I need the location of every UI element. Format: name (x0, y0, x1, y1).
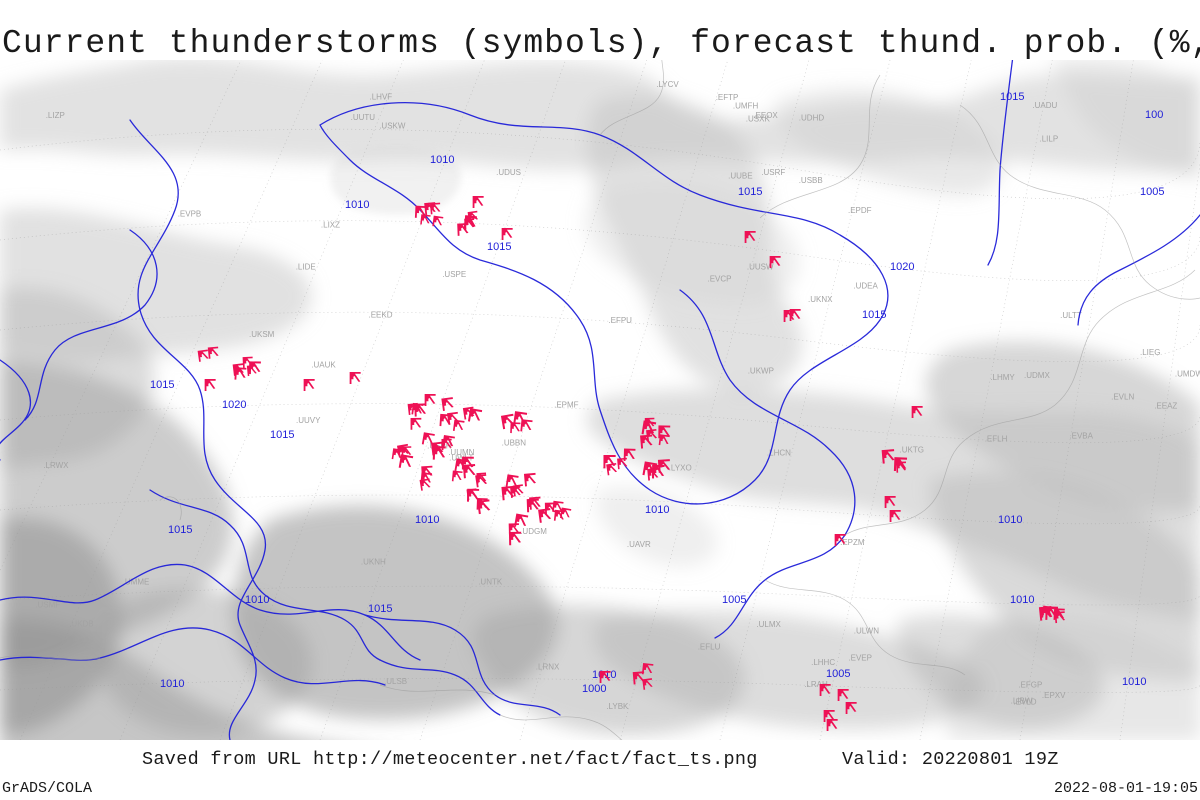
svg-text:.UDHD: .UDHD (799, 113, 825, 122)
svg-text:.UKWP: .UKWP (748, 367, 774, 376)
svg-text:.ULWN: .ULWN (854, 627, 879, 636)
svg-text:.EFPU: .EFPU (608, 316, 632, 325)
svg-text:.LRNX: .LRNX (536, 662, 560, 671)
svg-text:1010: 1010 (160, 678, 184, 690)
svg-text:1015: 1015 (168, 524, 192, 536)
svg-text:.EFLU: .EFLU (698, 643, 721, 652)
svg-text:.USRF: .USRF (761, 168, 785, 177)
svg-text:.LIBW: .LIBW (1011, 697, 1033, 706)
svg-text:.UUTU: .UUTU (351, 113, 376, 122)
svg-text:100: 100 (1145, 109, 1163, 121)
svg-text:1015: 1015 (862, 309, 886, 321)
svg-text:1015: 1015 (368, 603, 392, 615)
svg-text:.USPE: .USPE (442, 270, 466, 279)
svg-text:1010: 1010 (345, 199, 369, 211)
svg-text:.LHMY: .LHMY (990, 373, 1015, 382)
svg-text:1015: 1015 (1000, 91, 1024, 103)
svg-text:.ULMX: .ULMX (756, 620, 781, 629)
svg-text:.UKDB: .UKDB (69, 620, 93, 629)
svg-text:.LYCV: .LYCV (656, 80, 679, 89)
svg-text:1015: 1015 (738, 186, 762, 198)
svg-text:.EEAZ: .EEAZ (1154, 401, 1177, 410)
svg-text:.EVPB: .EVPB (178, 210, 202, 219)
svg-text:1010: 1010 (245, 594, 269, 606)
svg-text:.LHVF: .LHVF (370, 93, 393, 102)
svg-text:.EPDF: .EPDF (848, 206, 872, 215)
svg-text:.EPXV: .EPXV (1042, 691, 1066, 700)
svg-text:1010: 1010 (1010, 594, 1034, 606)
svg-text:.UKTG: .UKTG (900, 445, 924, 454)
svg-text:.LYBK: .LYBK (606, 702, 629, 711)
svg-text:.UUBE: .UUBE (728, 171, 752, 180)
svg-text:.LHHC: .LHHC (811, 658, 835, 667)
svg-text:.UDMX: .UDMX (1024, 371, 1050, 380)
svg-text:.LILP: .LILP (1040, 134, 1059, 143)
svg-text:.UMDW: .UMDW (1175, 369, 1200, 378)
svg-text:.LYXO: .LYXO (669, 464, 692, 473)
svg-text:.EFTP: .EFTP (716, 93, 739, 102)
svg-text:1015: 1015 (270, 429, 294, 441)
svg-text:.UMME: .UMME (123, 577, 150, 586)
svg-text:1010: 1010 (998, 514, 1022, 526)
svg-text:1020: 1020 (890, 261, 914, 273)
svg-text:1005: 1005 (826, 668, 850, 680)
svg-text:.USMF: .USMF (35, 601, 60, 610)
svg-text:1005: 1005 (1140, 186, 1164, 198)
svg-text:.UDUS: .UDUS (496, 168, 521, 177)
svg-text:.USBB: .USBB (799, 176, 823, 185)
svg-text:.LIZP: .LIZP (46, 111, 65, 120)
svg-text:1015: 1015 (487, 241, 511, 253)
svg-text:.LRWX: .LRWX (43, 461, 69, 470)
svg-text:.EVBA: .EVBA (1069, 432, 1093, 441)
svg-text:.UKNH: .UKNH (361, 557, 386, 566)
svg-text:.UDGM: .UDGM (520, 527, 547, 536)
svg-text:1010: 1010 (645, 504, 669, 516)
svg-text:.UUMN: .UUMN (448, 448, 474, 457)
svg-text:1010: 1010 (430, 154, 454, 166)
svg-text:.EVCP: .EVCP (708, 275, 732, 284)
svg-text:1010: 1010 (415, 514, 439, 526)
svg-text:.UADU: .UADU (1032, 101, 1057, 110)
svg-text:.UBBN: .UBBN (502, 438, 527, 447)
svg-text:.EFGP: .EFGP (1018, 681, 1042, 690)
svg-text:.EPMF: .EPMF (554, 401, 579, 410)
svg-text:1005: 1005 (722, 594, 746, 606)
svg-text:.LIDE: .LIDE (296, 263, 316, 272)
svg-text:.EFLH: .EFLH (985, 434, 1008, 443)
svg-text:.UKNX: .UKNX (808, 295, 833, 304)
svg-text:1015: 1015 (150, 379, 174, 391)
svg-text:.UAVR: .UAVR (627, 540, 651, 549)
svg-text:1000: 1000 (582, 683, 606, 695)
svg-text:.UNTK: .UNTK (478, 578, 503, 587)
svg-text:.USKW: .USKW (379, 122, 406, 131)
svg-text:.UAUK: .UAUK (311, 361, 336, 370)
svg-text:.UUVY: .UUVY (296, 416, 321, 425)
svg-text:.EVLN: .EVLN (1111, 392, 1134, 401)
svg-text:.ULSB: .ULSB (384, 677, 407, 686)
svg-text:.EEOX: .EEOX (753, 111, 778, 120)
svg-text:1010: 1010 (1122, 676, 1146, 688)
svg-text:.UKSM: .UKSM (249, 330, 275, 339)
svg-text:.LIXZ: .LIXZ (321, 221, 340, 230)
svg-text:.UMFH: .UMFH (733, 101, 759, 110)
svg-text:.EVEP: .EVEP (848, 653, 872, 662)
svg-text:.EEKD: .EEKD (369, 311, 393, 320)
svg-text:.UDEA: .UDEA (853, 282, 878, 291)
svg-text:1020: 1020 (222, 399, 246, 411)
